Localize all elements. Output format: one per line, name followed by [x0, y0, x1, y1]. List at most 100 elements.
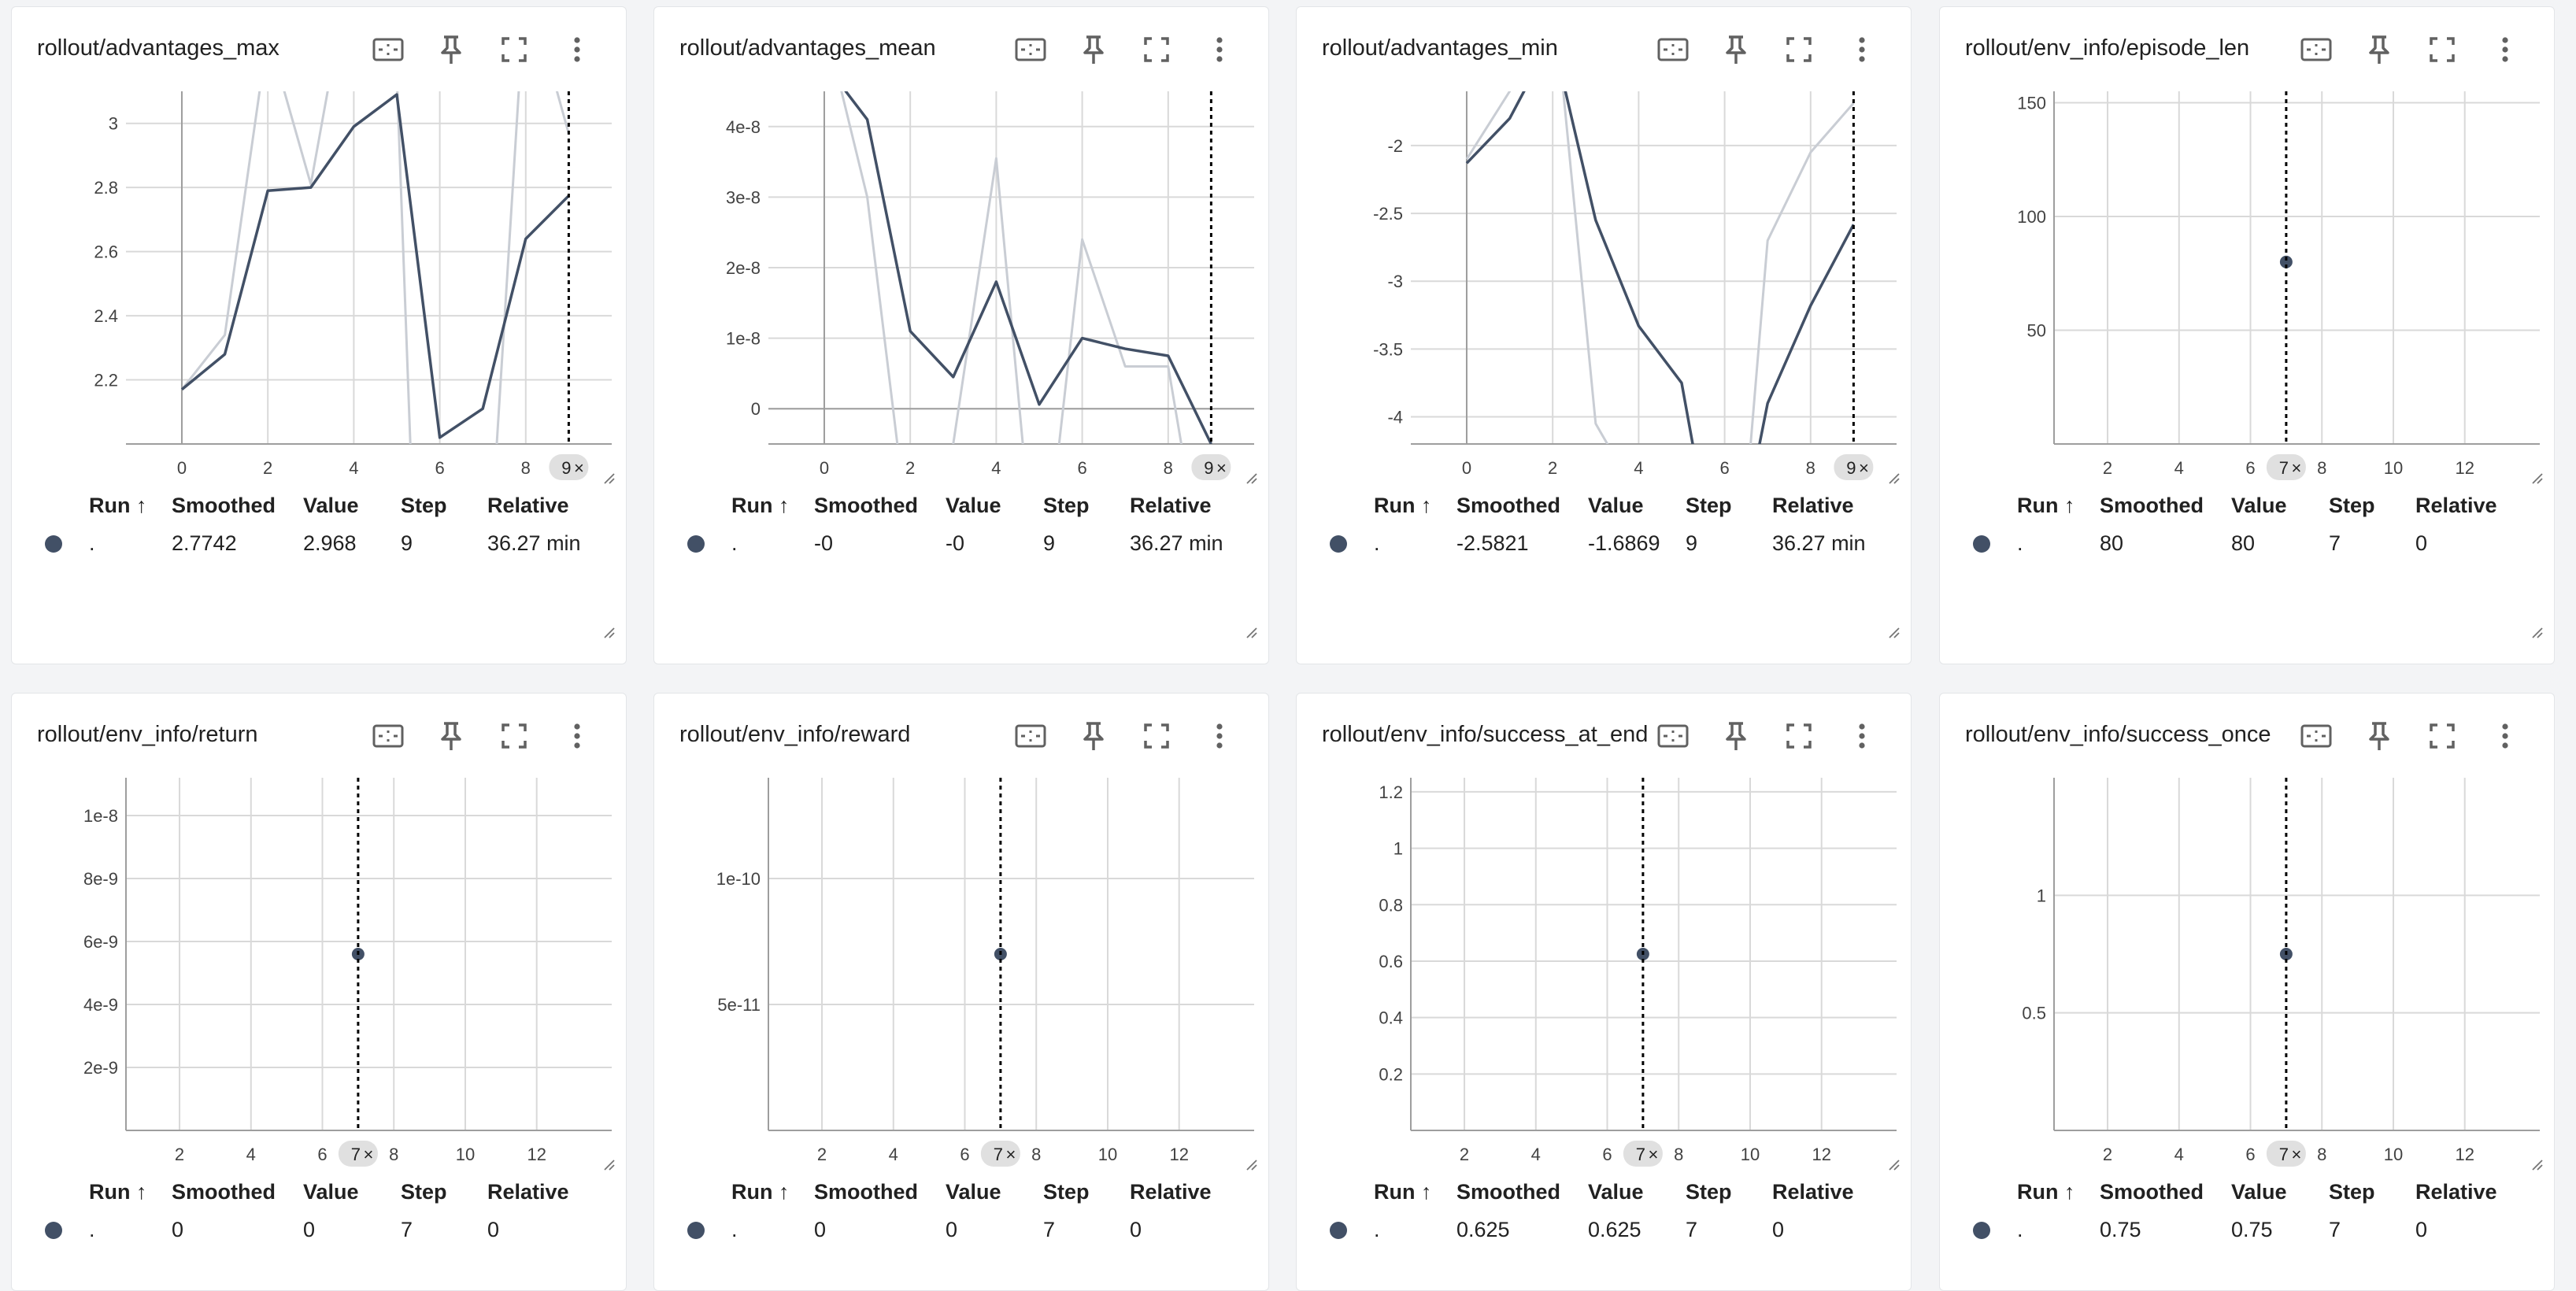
x-tick-label: 2: [175, 1145, 184, 1164]
clear-cursor-icon[interactable]: ×: [1648, 1145, 1658, 1164]
step-cursor-label: 9: [1846, 458, 1856, 478]
step-cursor-label: 9: [561, 458, 571, 478]
run-color-dot: [1330, 1222, 1347, 1239]
chart-resize-handle[interactable]: [1887, 472, 1900, 484]
column-header-run[interactable]: Run ↑: [2017, 494, 2075, 517]
column-header-relative: Relative: [1130, 1180, 1212, 1204]
scalar-card: rollout/advantages_max 0 2 4 6 8 2.2 2.4 2.6 2.8 3…: [11, 6, 627, 664]
more-options-button[interactable]: [2486, 31, 2524, 68]
fullscreen-button[interactable]: [1780, 717, 1818, 755]
cell-relative: 0: [2415, 1218, 2428, 1241]
scalar-chart[interactable]: 0 2 4 6 8 -4 -3.5 -3 -2.5 -2 9 ×: [1297, 74, 1912, 499]
raw-series-line: [1465, 91, 1855, 444]
step-cursor-badge[interactable]: [549, 454, 589, 480]
y-tick-label: 0.8: [1379, 895, 1403, 915]
pin-button[interactable]: [2360, 31, 2398, 68]
card-resize-handle[interactable]: [1887, 626, 1900, 638]
clear-cursor-icon[interactable]: ×: [1216, 458, 1227, 478]
clear-cursor-icon[interactable]: ×: [2291, 458, 2301, 478]
more-options-button[interactable]: [1201, 717, 1238, 755]
fullscreen-button[interactable]: [1780, 31, 1818, 68]
resize-handle-icon: [1889, 1160, 1900, 1171]
table-row: . 0 0 7 0: [12, 1218, 626, 1245]
resize-handle-icon: [1246, 473, 1257, 484]
pin-button[interactable]: [432, 31, 470, 68]
run-color-dot: [1973, 1222, 1990, 1239]
fit-domain-button[interactable]: [2297, 31, 2335, 68]
fit-domain-button[interactable]: [1654, 31, 1692, 68]
column-header-run[interactable]: Run ↑: [1374, 1180, 1432, 1204]
chart-resize-handle[interactable]: [2530, 1158, 2543, 1171]
column-header-run[interactable]: Run ↑: [2017, 1180, 2075, 1204]
column-header-run[interactable]: Run ↑: [731, 1180, 790, 1204]
card-resize-handle[interactable]: [602, 626, 615, 638]
fullscreen-button[interactable]: [2423, 717, 2461, 755]
pin-button[interactable]: [1075, 31, 1112, 68]
column-header-run[interactable]: Run ↑: [1374, 494, 1432, 517]
step-cursor-badge[interactable]: [2266, 1141, 2306, 1167]
more-options-button[interactable]: [1843, 717, 1881, 755]
chart-resize-handle[interactable]: [602, 1158, 615, 1171]
fit-domain-button[interactable]: [1012, 31, 1049, 68]
step-cursor-badge[interactable]: [1623, 1141, 1663, 1167]
column-header-run[interactable]: Run ↑: [89, 1180, 147, 1204]
pin-button[interactable]: [432, 717, 470, 755]
column-header-smoothed: Smoothed: [2100, 494, 2204, 517]
pin-button[interactable]: [2360, 717, 2398, 755]
clear-cursor-icon[interactable]: ×: [574, 458, 584, 478]
more-options-button[interactable]: [558, 717, 596, 755]
clear-cursor-icon[interactable]: ×: [363, 1145, 373, 1164]
chart-resize-handle[interactable]: [1245, 1158, 1257, 1171]
fit-domain-button[interactable]: [369, 717, 407, 755]
fullscreen-button[interactable]: [495, 31, 533, 68]
scalar-chart[interactable]: 2 4 6 8 10 12 5e-11 1e-10 7 ×: [654, 760, 1270, 1186]
scalar-chart[interactable]: 0 2 4 6 8 0 1e-8 2e-8 3e-8 4e-8 9 ×: [654, 74, 1270, 499]
scalar-chart[interactable]: 2 4 6 8 10 12 0.2 0.4 0.6 0.8 1 1.2 7 ×: [1297, 760, 1912, 1186]
scalar-chart[interactable]: 0 2 4 6 8 2.2 2.4 2.6 2.8 3 9 ×: [12, 74, 627, 499]
card-resize-handle[interactable]: [1245, 626, 1257, 638]
cell-smoothed: 0.75: [2100, 1218, 2141, 1241]
fullscreen-button[interactable]: [2423, 31, 2461, 68]
step-cursor-badge[interactable]: [338, 1141, 378, 1167]
step-cursor-badge[interactable]: [1191, 454, 1231, 480]
fit-domain-button[interactable]: [2297, 717, 2335, 755]
fit-domain-button[interactable]: [1654, 717, 1692, 755]
chart-resize-handle[interactable]: [602, 472, 615, 484]
scalar-chart[interactable]: 2 4 6 8 10 12 2e-9 4e-9 6e-9 8e-9 1e-8 7 ×: [12, 760, 627, 1186]
more-options-button[interactable]: [1843, 31, 1881, 68]
clear-cursor-icon[interactable]: ×: [1005, 1145, 1016, 1164]
pin-button[interactable]: [1717, 31, 1755, 68]
fit-domain-button[interactable]: [1012, 717, 1049, 755]
column-header-run[interactable]: Run ↑: [89, 494, 147, 517]
chart-resize-handle[interactable]: [1245, 472, 1257, 484]
column-header-value: Value: [946, 1180, 1001, 1204]
data-point: [2279, 255, 2293, 268]
more-options-button[interactable]: [558, 31, 596, 68]
step-cursor-badge[interactable]: [980, 1141, 1020, 1167]
more-options-button[interactable]: [1201, 31, 1238, 68]
scalar-chart[interactable]: 2 4 6 8 10 12 0.5 1 7 ×: [1940, 760, 2556, 1186]
column-header-run[interactable]: Run ↑: [731, 494, 790, 517]
cell-value: 0: [303, 1218, 316, 1241]
cell-run: .: [1374, 531, 1380, 555]
clear-cursor-icon[interactable]: ×: [1859, 458, 1869, 478]
more-options-button[interactable]: [2486, 717, 2524, 755]
clear-cursor-icon[interactable]: ×: [2291, 1145, 2301, 1164]
x-tick-label: 4: [349, 458, 358, 478]
pin-button[interactable]: [1075, 717, 1112, 755]
chart-resize-handle[interactable]: [2530, 472, 2543, 484]
card-resize-handle[interactable]: [2530, 626, 2543, 638]
pin-button[interactable]: [1717, 717, 1755, 755]
fullscreen-button[interactable]: [1138, 31, 1175, 68]
scalar-chart[interactable]: 2 4 6 8 10 12 50 100 150 7 ×: [1940, 74, 2556, 499]
fullscreen-button[interactable]: [1138, 717, 1175, 755]
fit-domain-button[interactable]: [369, 31, 407, 68]
x-tick-label: 6: [317, 1145, 327, 1164]
fullscreen-button[interactable]: [495, 717, 533, 755]
card-title: rollout/advantages_min: [1322, 35, 1558, 61]
y-tick-label: -2: [1387, 136, 1403, 156]
step-cursor-badge[interactable]: [1834, 454, 1874, 480]
chart-resize-handle[interactable]: [1887, 1158, 1900, 1171]
fullscreen-icon: [1786, 37, 1812, 62]
step-cursor-badge[interactable]: [2266, 454, 2306, 480]
